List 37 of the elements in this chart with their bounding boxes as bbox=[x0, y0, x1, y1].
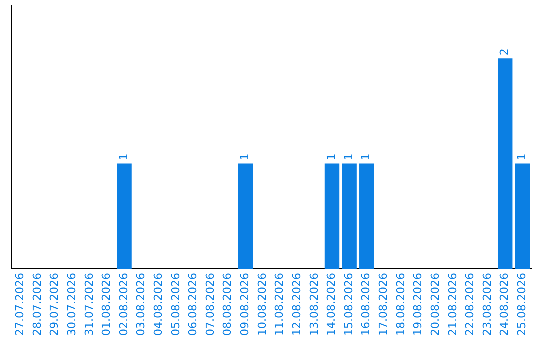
x-tick-label: 12.08.2026 bbox=[290, 273, 304, 336]
data-label: 1 bbox=[342, 154, 356, 161]
x-tick-label: 02.08.2026 bbox=[117, 273, 130, 336]
x-tick-label: 16.08.2026 bbox=[360, 273, 373, 336]
x-tick-label: 04.08.2026 bbox=[152, 273, 165, 336]
x-tick-label: 13.08.2026 bbox=[308, 273, 321, 336]
x-tick-label: 31.07.2026 bbox=[82, 273, 96, 336]
data-label: 2 bbox=[498, 48, 512, 56]
x-tick-label: 29.07.2026 bbox=[48, 273, 62, 336]
x-tick-label: 09.08.2026 bbox=[238, 273, 252, 336]
x-tick-label: 18.08.2026 bbox=[394, 273, 408, 336]
x-tick-label: 05.08.2026 bbox=[169, 273, 182, 336]
x-tick-label: 07.08.2026 bbox=[204, 273, 217, 336]
x-tick-label: 23.08.2026 bbox=[480, 273, 494, 336]
x-tick-label: 22.08.2026 bbox=[464, 273, 477, 336]
x-tick-label: 25.08.2026 bbox=[516, 273, 529, 336]
x-tick-label: 24.08.2026 bbox=[498, 273, 512, 336]
x-tick-label: 15.08.2026 bbox=[342, 273, 356, 336]
data-label: 1 bbox=[117, 154, 130, 161]
x-tick-label: 10.08.2026 bbox=[256, 273, 269, 336]
data-label: 1 bbox=[325, 154, 338, 161]
x-tick-label: 01.08.2026 bbox=[100, 273, 114, 336]
x-tick-label: 06.08.2026 bbox=[186, 273, 200, 336]
x-tick-label: 19.08.2026 bbox=[412, 273, 425, 336]
x-tick-label: 21.08.2026 bbox=[446, 273, 460, 336]
x-tick-label: 27.07.2026 bbox=[14, 273, 27, 336]
x-tick-label: 30.07.2026 bbox=[65, 273, 78, 336]
x-tick-label: 20.08.2026 bbox=[428, 273, 442, 336]
data-label: 1 bbox=[360, 154, 373, 161]
x-tick-label: 08.08.2026 bbox=[221, 273, 234, 336]
x-tick-label: 28.07.2026 bbox=[30, 273, 44, 336]
data-label: 1 bbox=[516, 154, 529, 161]
x-tick-label: 03.08.2026 bbox=[134, 273, 148, 336]
x-tick-label: 11.08.2026 bbox=[273, 273, 286, 336]
x-tick-label: 17.08.2026 bbox=[377, 273, 390, 336]
x-tick-label: 14.08.2026 bbox=[325, 273, 338, 336]
data-label: 1 bbox=[238, 154, 252, 161]
